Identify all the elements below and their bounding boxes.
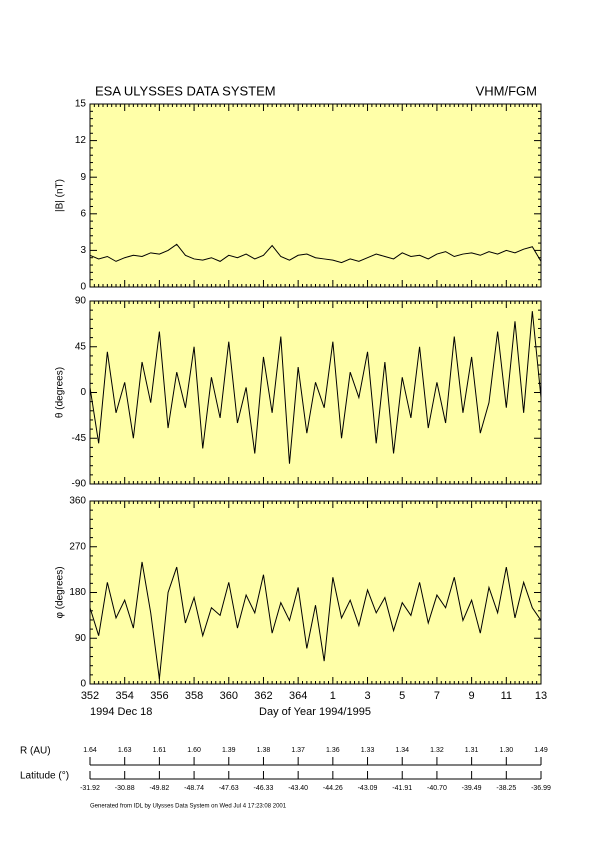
y-tick-label: 360 [69, 496, 86, 507]
y-tick-label: -45 [72, 433, 87, 444]
x-tick-label: 360 [220, 690, 238, 702]
x-axis-label: Day of Year 1994/1995 [259, 706, 371, 718]
y-tick-label: 15 [75, 99, 87, 110]
lat-value: -47.63 [219, 785, 239, 792]
plot-frame [89, 300, 542, 485]
y-tick-label: 12 [75, 135, 87, 146]
r-value: 1.33 [361, 747, 375, 754]
lat-value: -30.88 [115, 785, 135, 792]
start-date: 1994 Dec 18 [90, 706, 152, 718]
x-tick-label: 3 [364, 690, 370, 702]
x-tick-label: 352 [81, 690, 99, 702]
r-value: 1.38 [257, 747, 271, 754]
x-tick-label: 13 [535, 690, 547, 702]
r-value: 1.34 [395, 747, 409, 754]
lat-value: -41.91 [392, 785, 412, 792]
latitude-label: Latitude (°) [20, 771, 69, 782]
lat-value: -43.09 [358, 785, 378, 792]
plot-frame [89, 103, 542, 288]
r-value: 1.32 [430, 747, 444, 754]
y-tick-label: 9 [80, 172, 86, 183]
plot-frame [89, 500, 542, 685]
y-tick-label: 0 [80, 387, 86, 398]
plot-area [90, 104, 541, 287]
r-value: 1.39 [222, 747, 236, 754]
r-value: 1.63 [118, 747, 132, 754]
y-tick-label: 270 [69, 541, 86, 552]
x-tick-label: 9 [469, 690, 475, 702]
y-tick-label: 0 [80, 282, 86, 293]
x-tick-label: 354 [116, 690, 134, 702]
lat-value: -39.49 [462, 785, 482, 792]
data-line [89, 311, 542, 464]
y-tick-label: 6 [80, 208, 86, 219]
x-tick-label: 7 [434, 690, 440, 702]
lat-value: -40.70 [427, 785, 447, 792]
x-tick-label: 364 [289, 690, 307, 702]
y-axis-label: |B| (nT) [55, 179, 66, 212]
y-tick-label: -90 [72, 479, 87, 490]
lat-value: -43.40 [288, 785, 308, 792]
lat-value: -49.82 [149, 785, 169, 792]
data-line [89, 561, 542, 679]
y-axis-label: θ (degrees) [55, 367, 66, 418]
x-tick-label: 5 [399, 690, 405, 702]
x-tick-label: 1 [330, 690, 336, 702]
y-tick-label: 0 [80, 679, 86, 690]
r-value: 1.36 [326, 747, 340, 754]
r-value: 1.61 [153, 747, 167, 754]
r-value: 1.64 [83, 747, 97, 754]
lat-value: -48.74 [184, 785, 204, 792]
y-tick-label: 90 [75, 296, 87, 307]
r-value: 1.60 [187, 747, 201, 754]
x-tick-label: 358 [185, 690, 203, 702]
lat-value: -44.26 [323, 785, 343, 792]
y-tick-label: 180 [69, 587, 86, 598]
r-value: 1.31 [465, 747, 479, 754]
y-tick-label: 45 [75, 341, 87, 352]
r-value: 1.30 [499, 747, 513, 754]
lat-value: -46.33 [254, 785, 274, 792]
data-line [89, 243, 542, 264]
chart-title: ESA ULYSSES DATA SYSTEM [95, 83, 276, 98]
x-tick-label: 356 [150, 690, 168, 702]
instrument: VHM/FGM [476, 83, 537, 98]
r-label: R (AU) [20, 746, 51, 757]
plot-area [90, 501, 541, 684]
plot-area [90, 301, 541, 484]
x-tick-label: 11 [501, 690, 512, 702]
footer: Generated from IDL by Ulysses Data Syste… [90, 804, 287, 810]
y-tick-label: 90 [75, 633, 87, 644]
lat-value: -38.25 [496, 785, 516, 792]
y-tick-label: 3 [80, 245, 86, 256]
lat-value: -31.92 [80, 785, 100, 792]
r-value: 1.37 [291, 747, 305, 754]
lat-value: -36.99 [531, 785, 551, 792]
r-value: 1.49 [534, 747, 548, 754]
y-axis-label: φ (degrees) [55, 566, 66, 618]
x-tick-label: 362 [254, 690, 272, 702]
